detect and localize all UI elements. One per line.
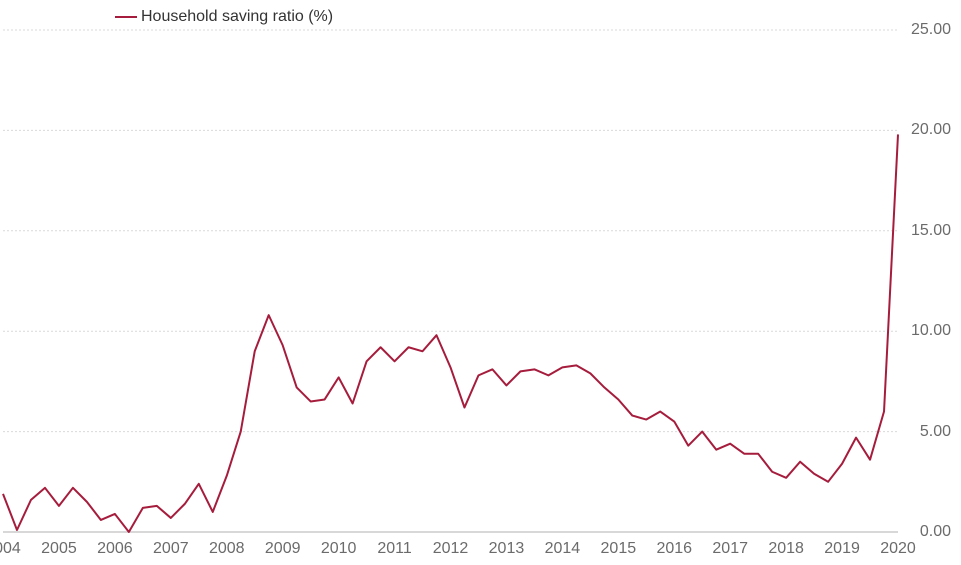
x-tick-label: 2020 [880,540,916,558]
chart-container: Household saving ratio (%) 2004200520062… [0,0,961,565]
plot-area [3,30,898,532]
x-tick-label: 2004 [0,540,21,558]
x-tick-label: 2015 [601,540,637,558]
x-tick-label: 2005 [41,540,77,558]
y-tick-label: 20.00 [911,121,951,139]
x-tick-label: 2010 [321,540,357,558]
chart-svg [3,30,898,532]
x-axis: 2004 2005 2006 2007 2008 2009 2010 2011 2012 2013… [3,534,898,564]
x-tick-label: 2019 [824,540,860,558]
y-tick-label: 0.00 [920,523,951,541]
x-tick-label: 2016 [656,540,692,558]
y-tick-label: 15.00 [911,222,951,240]
x-tick-label: 2009 [265,540,301,558]
y-axis: 0.005.0010.0015.0020.0025.00 [901,30,961,532]
series-line [3,134,898,532]
legend-label: Household saving ratio (%) [141,8,333,26]
y-tick-label: 10.00 [911,322,951,340]
x-tick-label: 2014 [545,540,581,558]
x-tick-label: 2006 [97,540,133,558]
x-tick-label: 2013 [489,540,525,558]
legend-swatch [115,16,137,18]
x-tick-label: 2017 [712,540,748,558]
x-tick-label: 2007 [153,540,189,558]
x-tick-label: 2018 [768,540,804,558]
legend: Household saving ratio (%) [115,8,333,26]
y-tick-label: 5.00 [920,423,951,441]
x-tick-label: 2012 [433,540,469,558]
y-tick-label: 25.00 [911,21,951,39]
x-tick-label: 2011 [377,540,411,558]
x-tick-label: 2008 [209,540,245,558]
